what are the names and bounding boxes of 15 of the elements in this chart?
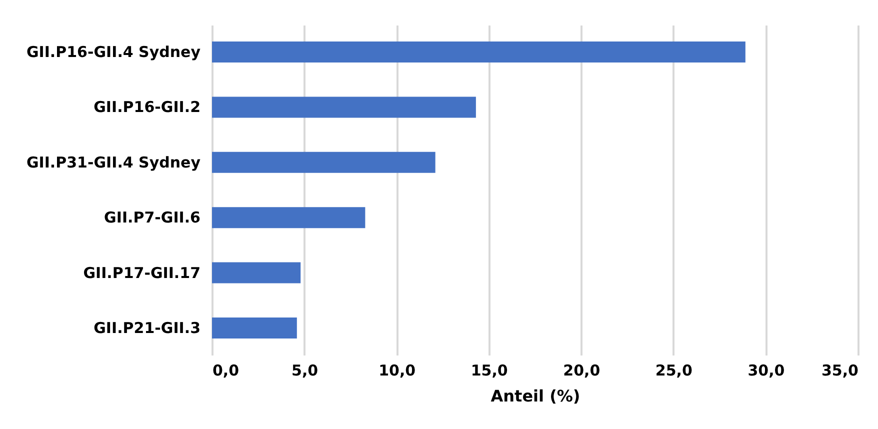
x-axis-title: Anteil (%) <box>490 386 580 406</box>
y-tick-label: GII.P16-GII.4 Sydney <box>26 43 201 62</box>
y-tick-label: GII.P17-GII.17 <box>83 264 200 282</box>
x-tick-label: 35,0 <box>821 362 858 380</box>
x-tick-label: 5,0 <box>291 362 318 380</box>
x-tick-label: 30,0 <box>748 362 785 380</box>
x-tick-label: 10,0 <box>378 362 416 380</box>
y-tick-label: GII.P21-GII.3 <box>94 318 200 337</box>
x-tick-label: 20,0 <box>563 362 600 380</box>
x-tick-label: 0,0 <box>212 362 240 380</box>
x-tick-label: 25,0 <box>655 362 692 380</box>
x-tick-label: 15,0 <box>470 362 508 380</box>
y-tick-label: GII.P16-GII.2 <box>94 98 200 116</box>
y-tick-label: GII.P31-GII.4 Sydney <box>26 153 201 172</box>
y-tick-label: GII.P7-GII.6 <box>104 208 200 227</box>
